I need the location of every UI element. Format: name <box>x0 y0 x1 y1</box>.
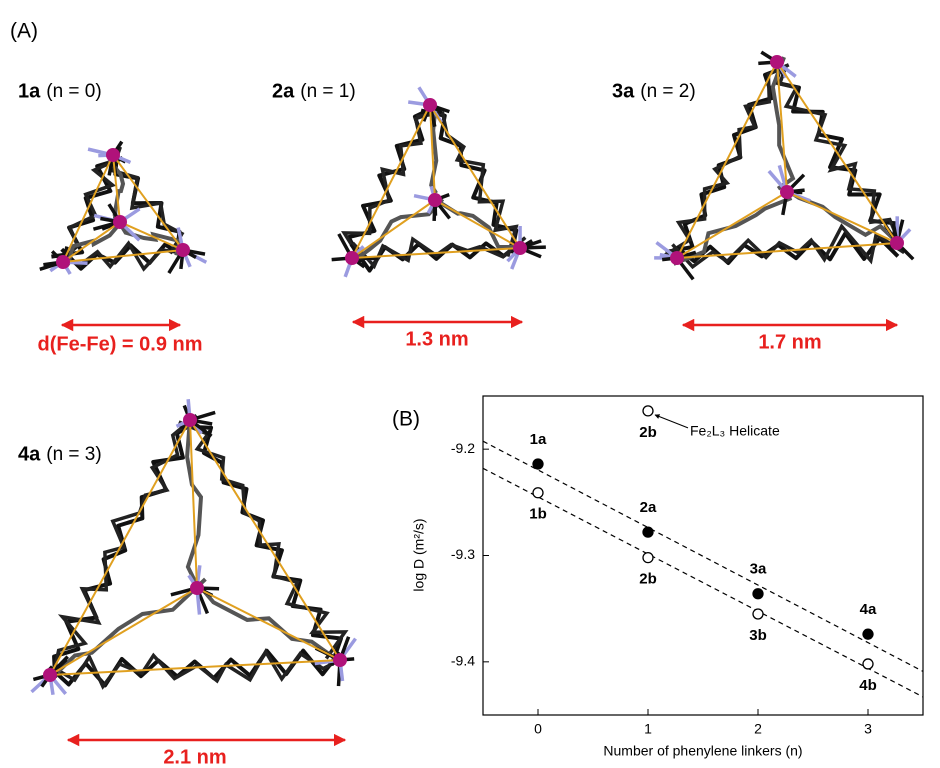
point <box>533 459 543 469</box>
fe-fe-line <box>430 105 520 248</box>
fe-fe-line <box>190 420 340 660</box>
point-label: 3a <box>750 561 767 578</box>
fe-atom <box>670 251 684 265</box>
ligand <box>179 422 345 659</box>
fe-atom <box>333 653 347 667</box>
scale-label: 1.3 nm <box>405 328 468 350</box>
x-tick-label: 2 <box>754 721 762 737</box>
fe-atom <box>43 668 57 682</box>
plot-frame <box>483 396 923 715</box>
point-label: 2b <box>639 424 657 441</box>
molecules <box>32 52 914 695</box>
x-axis-title: Number of phenylene linkers (n) <box>603 743 802 759</box>
scale-label: 1.7 nm <box>758 331 821 353</box>
scale-label: 2.1 nm <box>163 746 226 768</box>
fe-atom <box>770 55 784 69</box>
fe-atom <box>56 255 70 269</box>
panel-label: (A) <box>10 20 38 43</box>
point <box>863 629 873 639</box>
fe-atom <box>190 581 204 595</box>
scale-label: d(Fe-Fe) = 0.9 nm <box>37 333 202 355</box>
structure-condition: (n = 2) <box>640 81 695 102</box>
annotation-arrow <box>655 415 688 428</box>
point <box>643 527 653 537</box>
fe-fe-line <box>435 200 520 248</box>
point <box>533 488 543 498</box>
structure-label: 2a <box>272 80 295 102</box>
fe-atom <box>513 241 527 255</box>
y-tick-label: -9.2 <box>451 440 475 456</box>
fit-line <box>483 468 923 697</box>
point-label: 3b <box>749 627 767 644</box>
point <box>863 659 873 669</box>
structure-condition: (n = 3) <box>46 444 101 465</box>
fe-atom <box>183 413 197 427</box>
structure-condition: (n = 0) <box>46 81 101 102</box>
panel-label: (B) <box>392 408 420 431</box>
y-axis-title: log D (m²/s) <box>411 518 427 591</box>
point-label: 4a <box>860 601 877 618</box>
fe-atom <box>345 251 359 265</box>
point <box>643 406 653 416</box>
fe-fe-line <box>63 155 113 262</box>
structure-condition: (n = 1) <box>300 81 355 102</box>
fe-atom <box>428 193 442 207</box>
point <box>643 553 653 563</box>
fe-atom <box>176 243 190 257</box>
fe-atom <box>890 236 904 250</box>
point <box>753 609 763 619</box>
x-tick-label: 1 <box>644 721 652 737</box>
fe-atom <box>423 98 437 112</box>
point-label: 1a <box>530 431 547 448</box>
fe-atom <box>113 215 127 229</box>
point-label: 2b <box>639 571 657 588</box>
y-tick-label: -9.3 <box>451 546 475 562</box>
y-tick-label: -9.4 <box>451 653 475 669</box>
point <box>753 589 763 599</box>
fe-fe-line <box>352 105 430 258</box>
fe-fe-line <box>113 155 183 250</box>
x-tick-label: 0 <box>534 721 542 737</box>
point-label: 4b <box>859 677 877 694</box>
fe-atom <box>780 185 794 199</box>
point-label: 1b <box>529 506 547 523</box>
fit-line <box>483 441 923 671</box>
x-tick-label: 3 <box>864 721 872 737</box>
structure-label: 1a <box>18 80 41 102</box>
structure-label: 4a <box>18 443 41 465</box>
point-label: 2a <box>640 499 657 516</box>
fe-atom <box>106 148 120 162</box>
annotation-text: Fe₂L₃ Helicate <box>690 423 780 439</box>
ligand <box>344 114 428 260</box>
figure: (A) (B) Number of phenylene linkers (n) … <box>0 0 940 768</box>
structure-label: 3a <box>612 80 635 102</box>
